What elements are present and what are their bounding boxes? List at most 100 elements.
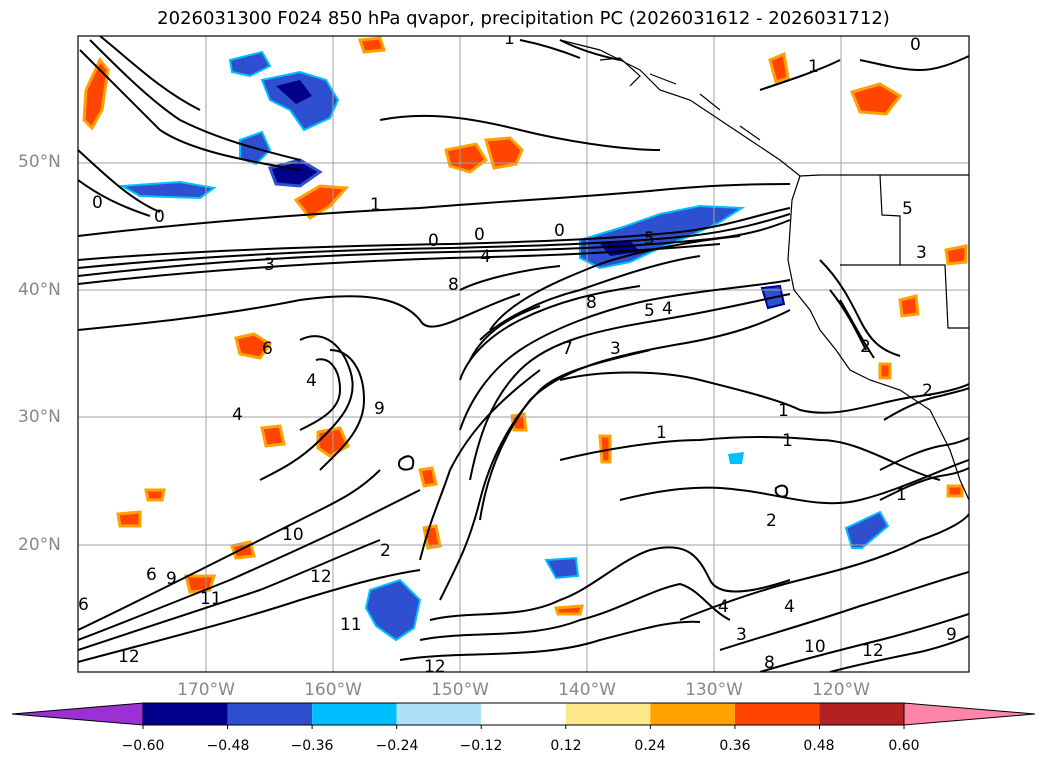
precip-positive-patch [878, 362, 892, 380]
lon-label-120w: 120°W [812, 680, 870, 700]
contour-label: 4 [232, 405, 243, 425]
contour-label: 0 [910, 35, 921, 55]
contour-label: 1 [782, 431, 793, 451]
colorbar-segment [819, 703, 904, 725]
colorbar-tick-label: −0.12 [459, 738, 503, 754]
colorbar-tick-label: −0.36 [290, 738, 334, 754]
contour-labels: 1 1 0 0 0 1 3 0 0 0 4 5 8 8 5 4 7 3 5 6 … [78, 29, 957, 677]
lat-label-20n: 20°N [18, 535, 61, 555]
contour-label: 6 [78, 595, 89, 615]
contour-label: 1 [778, 401, 789, 421]
precip-positive-patch [553, 604, 584, 616]
precip-positive-patch [944, 244, 968, 266]
contour-label: 10 [282, 525, 304, 545]
precip-positive-patch [234, 332, 273, 360]
contour-label: 4 [784, 597, 795, 617]
colorbar-frame [142, 702, 905, 726]
contour-label: 3 [916, 243, 927, 263]
contour-label: 1 [370, 195, 381, 215]
contour-label: 12 [424, 657, 446, 677]
precip-negative-patch [544, 556, 580, 580]
contour-label: 1 [896, 485, 907, 505]
lon-label-150w: 150°W [431, 680, 489, 700]
contour-label: 6 [146, 565, 157, 585]
colorbar-extend-max [903, 702, 1036, 726]
contour-label: 11 [340, 615, 362, 635]
colorbar-tick-label: −0.48 [206, 738, 250, 754]
contour-label: 12 [118, 647, 140, 667]
contour-label: 0 [154, 207, 165, 227]
colorbar-tick-label: −0.60 [121, 738, 165, 754]
precip-positive-patch [82, 57, 110, 131]
colorbar-tick-label: 0.12 [550, 738, 582, 754]
colorbar-segment [481, 703, 566, 725]
contour-label: 8 [586, 293, 597, 313]
contour-label: 4 [306, 371, 317, 391]
lat-label-50n: 50°N [18, 152, 61, 172]
contour-label: 1 [656, 423, 667, 443]
colorbar-segment [565, 703, 651, 725]
precip-positive-patch [898, 294, 920, 318]
colorbar-tick-label: 0.60 [888, 738, 920, 754]
precip-negative-patch [364, 578, 422, 642]
contour-label: 3 [610, 339, 621, 359]
contour-label: 0 [428, 231, 439, 251]
coastlines [559, 39, 969, 501]
contour-label: 3 [264, 255, 275, 275]
colorbar-extend-min [11, 702, 144, 726]
contour-label: 0 [92, 193, 103, 213]
contour-label: 8 [448, 275, 459, 295]
lon-label-160w: 160°W [304, 680, 362, 700]
contour-label: 1 [504, 29, 515, 49]
lat-label-30n: 30°N [18, 407, 61, 427]
colorbar-tick-label: −0.24 [375, 738, 419, 754]
contour-label: 8 [764, 653, 775, 673]
colorbar-tick-label: 0.24 [634, 738, 666, 754]
contour-label: 4 [662, 299, 673, 319]
precip-positive-patch [260, 424, 286, 448]
colorbar-segment [312, 703, 397, 725]
contour-label: 12 [862, 641, 884, 661]
contour-label: 4 [480, 247, 491, 267]
lat-label-40n: 40°N [18, 280, 61, 300]
precip-negative-patch [228, 50, 272, 78]
contour-label: 5 [644, 229, 655, 249]
precip-positive-patch [598, 434, 612, 464]
colorbar-tick-label: 0.36 [719, 738, 751, 754]
contour-label: 9 [166, 569, 177, 589]
contour-label: 9 [946, 625, 957, 645]
precip-positive-patch [418, 466, 438, 488]
contour-label: 11 [200, 589, 222, 609]
contour-label: 12 [310, 567, 332, 587]
contour-label: 2 [922, 381, 933, 401]
contour-label: 9 [374, 399, 385, 419]
map-background [78, 36, 969, 672]
lon-label-140w: 140°W [558, 680, 616, 700]
precip-negative-patch [118, 180, 217, 200]
precip-positive-patch [849, 82, 903, 116]
contour-label: 3 [736, 625, 747, 645]
colorbar-segment [396, 703, 482, 725]
contour-label: 6 [262, 339, 273, 359]
colorbar-segment [143, 703, 228, 725]
lon-label-170w: 170°W [177, 680, 235, 700]
precip-positive-patch [357, 36, 387, 54]
contour-label: 7 [562, 339, 573, 359]
precip-positive-patch [184, 574, 216, 594]
colorbar-segment [650, 703, 735, 725]
contour-label: 10 [804, 637, 826, 657]
contour-label: 5 [902, 199, 913, 219]
colorbar-segment [227, 703, 313, 725]
precip-positive-patch [946, 484, 964, 498]
lon-label-130w: 130°W [685, 680, 743, 700]
colorbar [11, 702, 1036, 729]
contour-label: 2 [380, 541, 391, 561]
precip-positive-patch [116, 510, 142, 528]
precip-negative-patch [728, 452, 744, 464]
contour-label: 2 [860, 337, 871, 357]
contour-label: 2 [766, 511, 777, 531]
contour-label: 5 [644, 301, 655, 321]
map-title: 2026031300 F024 850 hPa qvapor, precipit… [157, 8, 890, 29]
contour-label: 4 [718, 597, 729, 617]
